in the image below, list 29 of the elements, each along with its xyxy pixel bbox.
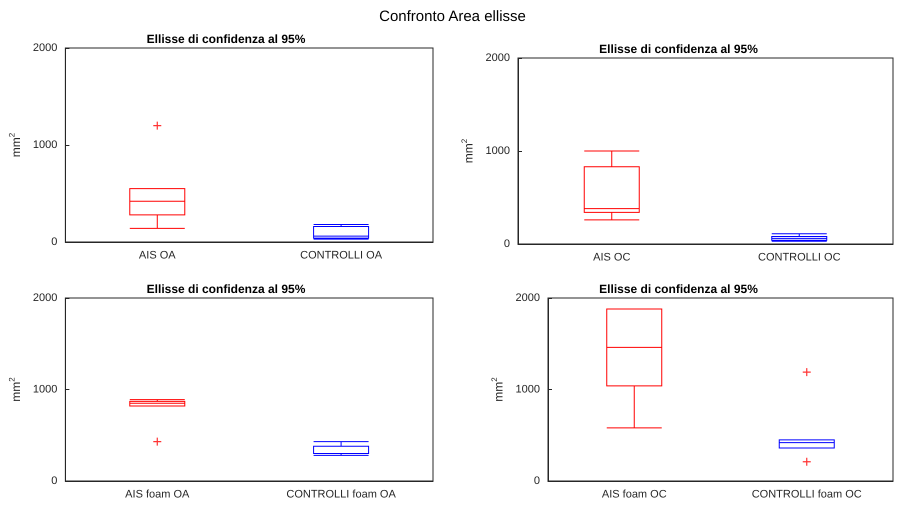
y-tick-label: 2000 <box>32 42 58 54</box>
y-tick-label: 2000 <box>516 292 540 304</box>
text: Confronto Area ellisse <box>378 8 527 25</box>
y-axis-title: mm2 <box>490 376 506 402</box>
chart-title: Ellisse di confidenza al 95% <box>599 42 758 56</box>
x-tick-label: AIS OC <box>593 252 630 264</box>
chart-title: Ellisse di confidenza al 95% <box>146 32 306 46</box>
y-tick-label: 1000 <box>516 384 540 396</box>
y-tick-label: 1000 <box>32 139 58 151</box>
x-tick-label: CONTROLLI OA <box>300 250 383 262</box>
y-tick-label: 0 <box>504 238 510 250</box>
y-axis-title: mm2 <box>8 376 23 402</box>
y-tick-label: 1000 <box>32 384 58 396</box>
chart-title: Ellisse di confidenza al 95% <box>146 282 306 296</box>
y-tick-label: 0 <box>534 475 540 487</box>
y-axis-title: mm2 <box>460 138 476 164</box>
y-tick-label: 2000 <box>486 52 510 64</box>
x-tick-label: CONTROLLI OC <box>758 252 841 264</box>
x-tick-label: AIS foam OC <box>602 488 667 500</box>
y-tick-label: 0 <box>51 236 58 248</box>
y-tick-label: 1000 <box>486 145 510 157</box>
y-tick-label: 0 <box>51 475 58 487</box>
x-tick-label: AIS foam OA <box>125 488 190 500</box>
x-tick-label: CONTROLLI foam OA <box>286 488 396 500</box>
y-axis-title: mm2 <box>8 132 23 158</box>
x-tick-label: CONTROLLI foam OC <box>752 488 862 500</box>
y-tick-label: 2000 <box>32 292 58 304</box>
chart-title: Ellisse di confidenza al 95% <box>599 282 758 296</box>
x-tick-label: AIS OA <box>138 250 176 262</box>
